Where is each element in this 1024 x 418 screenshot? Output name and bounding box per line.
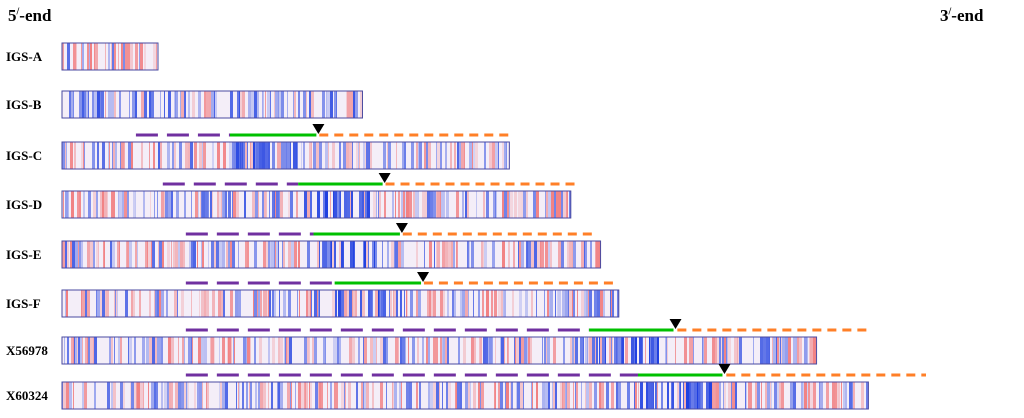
row-label-igs-a: IGS-A (6, 49, 43, 64)
triangle-marker-icon (312, 124, 325, 134)
triangle-marker-icon (378, 173, 391, 183)
triangle-marker-icon (718, 364, 731, 374)
annotation-igs-f (185, 272, 617, 285)
sequence-bar-igs-c (61, 141, 510, 170)
sequence-bar-x56978 (61, 336, 818, 365)
sequence-bar-x60324 (61, 381, 869, 410)
triangle-marker-icon (669, 319, 682, 329)
row-label-igs-f: IGS-F (6, 296, 41, 311)
sequence-bar-igs-a (61, 42, 159, 71)
row-label-x56978: X56978 (6, 343, 48, 358)
three-prime-end-label: 3/-end (940, 6, 984, 25)
sequence-bar-igs-b (61, 90, 363, 119)
annotation-igs-d (162, 173, 577, 186)
triangle-marker-icon (395, 223, 408, 233)
sequence-bar-igs-f (61, 289, 620, 318)
triangle-marker-icon (417, 272, 430, 282)
annotation-igs-c (135, 124, 514, 137)
row-label-igs-d: IGS-D (6, 197, 43, 212)
row-label-igs-c: IGS-C (6, 148, 43, 163)
sequence-bar-igs-d (61, 190, 572, 219)
five-prime-end-label: 5/-end (8, 6, 52, 25)
row-label-igs-b: IGS-B (6, 97, 42, 112)
annotation-x56978 (185, 319, 871, 332)
row-label-x60324: X60324 (6, 388, 48, 403)
row-label-igs-e: IGS-E (6, 247, 42, 262)
annotation-x60324 (185, 364, 926, 377)
sequence-bar-igs-e (61, 240, 602, 269)
annotation-igs-e (185, 223, 597, 236)
